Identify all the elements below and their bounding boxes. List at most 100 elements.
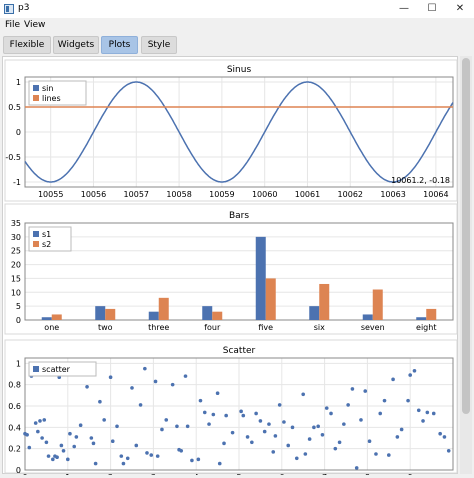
scatter-point — [324, 406, 329, 410]
y-tick-label: 35 — [11, 219, 21, 228]
bar-s2-four — [212, 311, 223, 320]
scatter-point — [431, 411, 436, 416]
scatter-point — [320, 433, 325, 437]
scatter-point — [346, 403, 350, 407]
scatter-point — [245, 435, 250, 439]
x-tick-label: 10061 — [295, 190, 320, 199]
scatter-point — [40, 436, 44, 440]
scatter-point — [382, 398, 387, 403]
scatter-point — [66, 457, 70, 462]
legend-label: s1 — [42, 230, 51, 239]
scatter-point — [143, 366, 147, 371]
scatter-point — [155, 454, 160, 458]
scatter-point — [59, 443, 64, 448]
scatter-point — [51, 457, 55, 462]
minimize-button[interactable]: — — [399, 3, 409, 14]
scatter-point — [179, 449, 184, 453]
y-tick-label: 30 — [11, 233, 21, 242]
scatter-point — [42, 418, 47, 422]
bar-s1-three — [148, 311, 159, 320]
bar-s2-seven — [372, 289, 383, 320]
legend-label: s2 — [42, 240, 51, 249]
y-tick-label: -0.5 — [5, 153, 21, 162]
maximize-button[interactable]: ☐ — [427, 3, 437, 14]
scatter-point — [367, 439, 372, 444]
chart-scatter-2: Scatter 0 0.2 0.4 0.6 0.8 1 0 1 2 3 4 5 6 7 8 9 scatter — [8, 346, 454, 478]
bar-s1-seven — [362, 314, 373, 320]
scatter-point — [102, 418, 106, 422]
scatter-point — [395, 435, 400, 439]
scatter-point — [416, 408, 421, 413]
scatter-point — [354, 466, 359, 470]
scatter-point — [307, 437, 312, 441]
scatter-point — [44, 440, 49, 445]
y-tick-label: 0 — [16, 128, 21, 137]
scatter-point — [138, 403, 143, 407]
bar-s2-five — [265, 278, 276, 320]
scatter-point — [170, 382, 175, 387]
tab-widgets[interactable]: Widgets — [53, 36, 99, 54]
scatter-point — [425, 410, 430, 415]
scatter-point — [153, 379, 158, 384]
scatter-point — [406, 398, 410, 403]
scatter-point — [230, 430, 235, 435]
scatter-point — [359, 418, 363, 422]
legend-label: sin — [42, 84, 53, 93]
scatter-point — [446, 449, 451, 453]
x-tick-label: 9 — [408, 473, 413, 475]
scatter-point — [33, 421, 38, 425]
scatter-point — [239, 409, 243, 414]
title-bar[interactable]: p3 — ☐ ✕ — [0, 0, 474, 18]
scatter-point — [301, 392, 306, 397]
scatter-point — [25, 433, 29, 437]
menu-file[interactable]: File — [5, 20, 21, 30]
menu-bar: File View — [0, 18, 474, 34]
scatter-point — [387, 453, 391, 457]
chart-line-0: Sinus -1 -0.5 0 0.5 1 10055 10056 10057 10058 1005… — [5, 65, 454, 199]
scatter-point — [421, 419, 425, 423]
plot-area — [24, 357, 454, 471]
x-tick-label: eight — [416, 323, 436, 332]
scatter-point — [164, 418, 169, 422]
bar-s1-six — [309, 306, 320, 320]
scatter-point — [78, 423, 83, 428]
plot-area — [24, 76, 454, 188]
scatter-point — [196, 457, 201, 462]
vertical-scrollbar[interactable] — [460, 56, 472, 474]
x-tick-label: six — [314, 323, 325, 332]
window-title: p3 — [18, 3, 30, 13]
y-tick-label: 20 — [11, 261, 21, 270]
x-tick-label: two — [98, 323, 113, 332]
tab-bar: Flexible Widgets Plots Style — [0, 34, 474, 56]
bar-s2-one — [51, 314, 62, 320]
scatter-point — [74, 435, 79, 439]
x-tick-label: four — [204, 323, 221, 332]
scatter-point — [38, 419, 42, 423]
x-tick-label: 10062 — [338, 190, 363, 199]
scatter-point — [250, 440, 254, 445]
scatter-point — [342, 422, 346, 426]
scatter-point — [149, 453, 154, 457]
scatter-point — [378, 411, 383, 416]
scrollbar-thumb[interactable] — [462, 58, 470, 414]
y-tick-label: 1 — [16, 78, 21, 87]
scatter-point — [337, 440, 342, 445]
tab-flexible[interactable]: Flexible — [3, 36, 51, 54]
scatter-point — [198, 398, 203, 403]
tab-plots[interactable]: Plots — [101, 36, 138, 54]
sin-series-line — [24, 81, 454, 183]
cursor-coordinates: 10061.2, -0.18 — [391, 176, 450, 185]
scatter-point — [202, 410, 207, 415]
menu-view[interactable]: View — [24, 20, 46, 30]
bar-s1-one — [41, 317, 52, 320]
bar-s2-eight — [426, 308, 437, 320]
x-tick-label: 10063 — [380, 190, 405, 199]
tab-style[interactable]: Style — [141, 36, 177, 54]
scatter-point — [121, 461, 126, 466]
x-tick-label: 10064 — [423, 190, 448, 199]
scatter-point — [412, 369, 417, 373]
scatter-point — [85, 385, 89, 389]
close-button[interactable]: ✕ — [455, 3, 465, 14]
scatter-point — [61, 449, 66, 453]
